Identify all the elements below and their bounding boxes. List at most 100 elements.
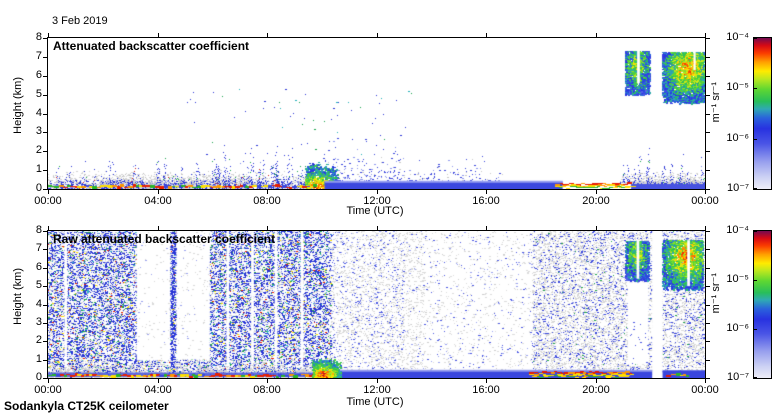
y-tick-mark-right: [706, 37, 710, 39]
x-tick-label: 08:00: [253, 195, 281, 207]
y-tick-mark-left: [43, 75, 47, 77]
x-tick-label: 20:00: [582, 384, 610, 396]
y-tick-mark-right: [706, 169, 710, 171]
x-tick-mark-top: [157, 226, 159, 230]
y-tick-label: 5: [35, 279, 42, 291]
x-tick-mark-top: [376, 226, 378, 230]
colorbar-tick-label: 10⁻⁶: [726, 132, 749, 144]
y-tick-mark-right: [706, 113, 710, 115]
colorbar-tick-mark: [754, 377, 757, 378]
y-tick-label: 1: [35, 163, 42, 175]
y-axis-label-bottom: Height (km): [12, 268, 24, 325]
y-tick-mark-left: [43, 340, 47, 342]
y-tick-label: 7: [35, 242, 42, 254]
colorbar-tick-label: 10⁻⁶: [726, 322, 749, 334]
plot-area-raw: Raw attenuated backscatter coefficient 0…: [34, 224, 719, 396]
y-tick-mark-left: [43, 56, 47, 58]
y-tick-mark-left: [43, 322, 47, 324]
x-tick-label: 12:00: [363, 384, 391, 396]
y-tick-mark-left: [43, 377, 47, 379]
x-tick-label: 08:00: [253, 384, 281, 396]
y-tick-mark-right: [706, 94, 710, 96]
footer-instrument-label: Sodankyla CT25K ceilometer: [4, 399, 169, 413]
y-tick-mark-right: [706, 188, 710, 190]
x-tick-label: 16:00: [472, 195, 500, 207]
y-tick-label: 2: [35, 144, 42, 156]
colorbar-tick-mark: [754, 329, 757, 330]
y-tick-mark-right: [706, 131, 710, 133]
x-tick-mark-top: [266, 33, 268, 37]
y-tick-mark-left: [43, 169, 47, 171]
plot-area-attenuated: Attenuated backscatter coefficient 00:00…: [34, 31, 719, 207]
x-tick-mark-bottom: [47, 379, 49, 383]
x-tick-mark-bottom: [595, 190, 597, 194]
x-tick-mark-bottom: [485, 190, 487, 194]
colorbar-tick-mark: [754, 280, 757, 281]
y-tick-mark-left: [43, 94, 47, 96]
y-tick-label: 1: [35, 353, 42, 365]
y-tick-label: 7: [35, 50, 42, 62]
colorbar-tick-label: 10⁻⁵: [726, 273, 749, 285]
date-label: 3 Feb 2019: [52, 15, 108, 27]
x-tick-mark-top: [376, 33, 378, 37]
y-tick-label: 8: [35, 31, 42, 43]
x-axis-label-top: Time (UTC): [346, 205, 404, 217]
y-tick-label: 4: [35, 298, 42, 310]
y-tick-mark-right: [706, 75, 710, 77]
x-tick-label: 00:00: [34, 195, 62, 207]
y-tick-label: 4: [35, 107, 42, 119]
x-tick-label: 12:00: [363, 195, 391, 207]
y-axis-label-top: Height (km): [12, 77, 24, 134]
panel-title-raw: Raw attenuated backscatter coefficient: [53, 232, 276, 246]
x-tick-mark-bottom: [47, 190, 49, 194]
y-tick-mark-right: [706, 56, 710, 58]
y-tick-mark-right: [706, 267, 710, 269]
x-tick-mark-top: [485, 33, 487, 37]
x-tick-mark-bottom: [157, 379, 159, 383]
y-tick-mark-left: [43, 248, 47, 250]
x-tick-mark-top: [266, 226, 268, 230]
y-tick-mark-left: [43, 359, 47, 361]
x-tick-label: 04:00: [144, 384, 172, 396]
colorbar-tick-mark: [754, 231, 757, 232]
x-tick-mark-bottom: [704, 190, 706, 194]
y-tick-mark-left: [43, 304, 47, 306]
colorbar-tick-mark: [754, 88, 757, 89]
x-tick-mark-bottom: [704, 379, 706, 383]
x-tick-mark-top: [157, 33, 159, 37]
x-tick-mark-bottom: [157, 190, 159, 194]
y-tick-mark-left: [43, 113, 47, 115]
x-tick-mark-top: [704, 33, 706, 37]
y-tick-mark-left: [43, 37, 47, 39]
y-tick-label: 3: [35, 125, 42, 137]
x-tick-label: 20:00: [582, 195, 610, 207]
heatmap-canvas-raw: [48, 231, 705, 378]
y-tick-label: 3: [35, 316, 42, 328]
x-tick-label: 04:00: [144, 195, 172, 207]
x-tick-mark-top: [595, 33, 597, 37]
colorbar-tick-mark: [754, 38, 757, 39]
colorbar-tick-label: 10⁻⁴: [726, 31, 749, 43]
colorbar-bottom: [753, 230, 772, 379]
colorbar-tick-mark: [754, 139, 757, 140]
x-tick-mark-top: [595, 226, 597, 230]
y-tick-mark-right: [706, 150, 710, 152]
y-tick-label: 6: [35, 261, 42, 273]
y-tick-label: 8: [35, 224, 42, 236]
colorbar-tick-label: 10⁻⁷: [726, 182, 749, 194]
x-tick-mark-bottom: [376, 190, 378, 194]
x-tick-label: 16:00: [472, 384, 500, 396]
panel-title-attenuated: Attenuated backscatter coefficient: [53, 39, 250, 53]
y-tick-mark-right: [706, 304, 710, 306]
y-tick-mark-left: [43, 131, 47, 133]
x-tick-label: 00:00: [691, 195, 719, 207]
colorbar-tick-label: 10⁻⁵: [726, 81, 749, 93]
x-tick-mark-top: [485, 226, 487, 230]
y-tick-mark-left: [43, 150, 47, 152]
y-tick-mark-left: [43, 230, 47, 232]
colorbar-tick-label: 10⁻⁷: [726, 371, 749, 383]
y-tick-mark-right: [706, 230, 710, 232]
y-tick-label: 0: [35, 371, 42, 383]
y-tick-mark-right: [706, 340, 710, 342]
